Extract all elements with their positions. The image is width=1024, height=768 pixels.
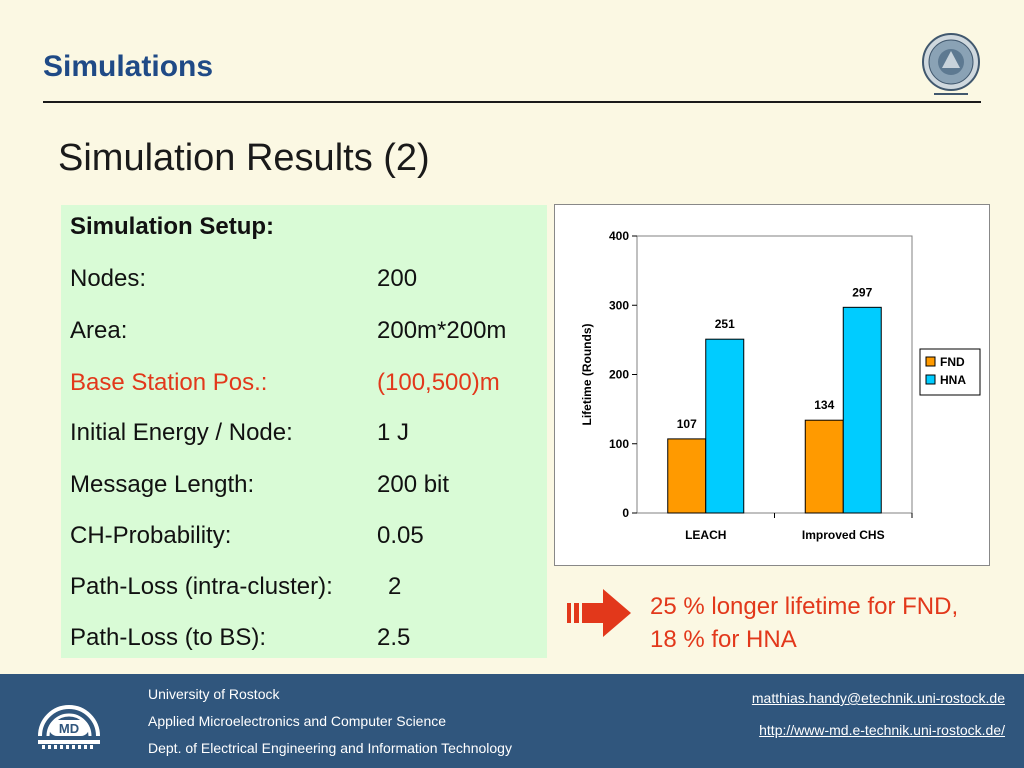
setup-value: 2.5 [377,624,411,651]
setup-label: Nodes: [70,265,147,292]
legend-swatch-fnd [925,356,936,367]
setup-value: 0.05 [377,522,424,549]
footer-website-link[interactable]: http://www-md.e-technik.uni-rostock.de/ [759,722,1005,738]
setup-row-initial-energy: Initial Energy / Node: 1 J [70,419,409,447]
bar-hna [705,338,745,514]
data-label: 297 [852,285,872,299]
setup-label: Message Length: [70,471,255,498]
lifetime-bar-chart: 0 100 200 300 400 Lifetime (Rounds) LEACH 107 25… [580,229,981,542]
legend-box [919,348,981,396]
bar-hna [842,306,882,514]
setup-label: Path-Loss (to BS): [70,624,267,651]
y-tick-label: 400 [609,229,629,243]
legend-swatch-hna [925,374,936,385]
footer-email-link[interactable]: matthias.handy@etechnik.uni-rostock.de [751,690,1005,706]
footer-department: Dept. of Electrical Engineering and Info… [148,740,512,756]
legend-label: HNA [940,373,966,387]
setup-row-area: Area: 200m*200m [70,317,506,345]
setup-label: Area: [70,317,128,344]
data-label: 251 [715,317,735,331]
x-tick-label: LEACH [685,528,726,542]
footer-institute: Applied Microelectronics and Computer Sc… [148,713,447,729]
setup-row-ch-probability: CH-Probability: 0.05 [70,522,424,550]
setup-row-nodes: Nodes: 200 [70,265,417,293]
slide-subtitle: Simulation Results (2) [58,137,430,179]
y-tick-label: 100 [609,437,629,451]
setup-label: CH-Probability: [70,522,232,549]
setup-row-message-length: Message Length: 200 bit [70,471,449,499]
header-divider [43,101,981,103]
legend-label: FND [940,355,965,369]
setup-heading: Simulation Setup: [70,213,274,240]
slide-header-title: Simulations [43,50,214,83]
setup-value: 200 bit [377,471,450,498]
setup-label: Initial Energy / Node: [70,419,293,446]
bar-fnd [804,419,844,514]
setup-value: 1 J [377,419,410,446]
footer-university: University of Rostock [148,686,280,702]
data-label: 107 [677,417,697,431]
university-seal-icon [922,33,980,95]
setup-label: Path-Loss (intra-cluster): [70,573,333,600]
md-logo-text: MD [59,721,79,736]
setup-row-path-loss-intra: Path-Loss (intra-cluster): 2 [70,573,401,601]
setup-label: Base Station Pos.: [70,369,268,396]
y-tick-label: 0 [622,506,629,520]
y-tick-label: 200 [609,368,629,382]
data-label: 134 [814,398,834,412]
setup-value: 200 [377,265,418,292]
arrow-right-icon [567,589,631,637]
lifetime-chart: 0 100 200 300 400 Lifetime (Rounds) LEACH 107 25… [554,204,990,566]
setup-value: 2 [388,573,402,600]
x-tick-label: Improved CHS [802,528,885,542]
md-logo-icon: MD [38,705,100,749]
setup-value: (100,500)m [377,369,500,396]
simulation-setup-box: Simulation Setup: Nodes: 200 Area: 200m*… [61,205,547,658]
y-tick-label: 300 [609,298,629,312]
y-axis-label: Lifetime (Rounds) [580,324,594,426]
setup-value: 200m*200m [377,317,507,344]
setup-row-base-station: Base Station Pos.: (100,500)m [70,369,500,397]
footer-bar: MD University of Rostock Applied Microel… [0,674,1024,768]
setup-row-path-loss-bs: Path-Loss (to BS): 2.5 [70,624,410,652]
result-note: 25 % longer lifetime for FND, 18 % for H… [650,593,959,653]
bar-fnd [667,438,707,514]
